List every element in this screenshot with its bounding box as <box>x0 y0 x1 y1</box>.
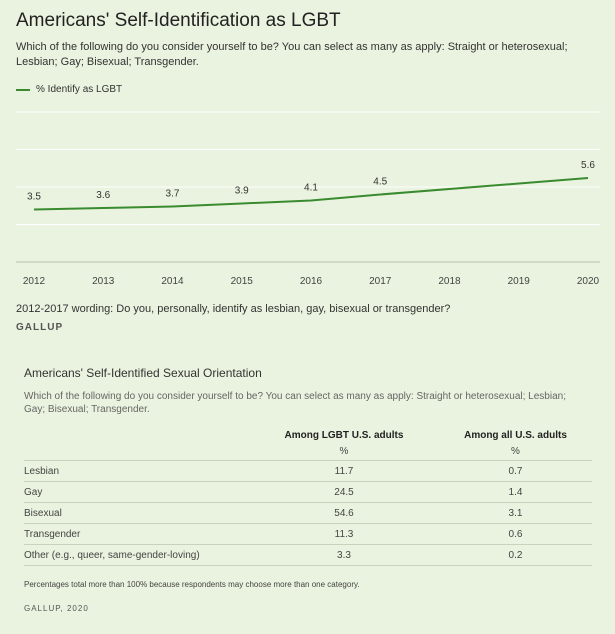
legend-label: % Identify as LGBT <box>36 84 123 95</box>
column-header-all: Among all U.S. adults <box>464 429 567 441</box>
data-label: 3.7 <box>166 189 180 200</box>
data-label: 3.5 <box>27 192 41 203</box>
x-tick-label: 2017 <box>369 276 392 287</box>
x-tick-label: 2019 <box>508 276 531 287</box>
unit-cell: % <box>439 442 592 461</box>
chart-subtitle: Which of the following do you consider y… <box>16 41 568 68</box>
x-tick-label: 2012 <box>23 276 46 287</box>
table-title: Americans' Self-Identified Sexual Orient… <box>24 366 262 380</box>
table-header-row: Among LGBT U.S. adults Among all U.S. ad… <box>24 428 592 442</box>
data-label: 4.5 <box>373 177 387 188</box>
row-all-value: 1.4 <box>439 481 592 503</box>
row-label: Bisexual <box>24 502 249 524</box>
row-label: Transgender <box>24 523 249 545</box>
table-row: Other (e.g., queer, same-gender-loving) … <box>24 544 592 566</box>
row-lgbt-value: 24.5 <box>249 481 439 503</box>
row-lgbt-value: 54.6 <box>249 502 439 524</box>
x-tick-label: 2016 <box>300 276 323 287</box>
unit-row: % % <box>24 442 592 461</box>
x-tick-label: 2015 <box>231 276 254 287</box>
row-lgbt-value: 3.3 <box>249 544 439 566</box>
row-lgbt-value: 11.7 <box>249 460 439 482</box>
chart-legend: % Identify as LGBT <box>16 84 122 95</box>
series-line <box>33 177 589 211</box>
row-all-value: 0.6 <box>439 523 592 545</box>
legend-swatch <box>16 88 30 91</box>
table-subtitle: Which of the following do you consider y… <box>24 391 566 415</box>
table-row: Bisexual 54.6 3.1 <box>24 502 592 524</box>
x-tick-label: 2020 <box>577 276 600 287</box>
x-tick-label: 2013 <box>92 276 115 287</box>
table-row: Gay 24.5 1.4 <box>24 481 592 503</box>
row-label: Gay <box>24 481 249 503</box>
unit-cell: % <box>249 442 439 461</box>
row-all-value: 3.1 <box>439 502 592 524</box>
data-label: 5.6 <box>581 160 595 171</box>
row-lgbt-value: 11.3 <box>249 523 439 545</box>
x-tick-label: 2014 <box>161 276 184 287</box>
row-all-value: 0.7 <box>439 460 592 482</box>
x-tick-label: 2018 <box>438 276 461 287</box>
column-header-lgbt: Among LGBT U.S. adults <box>284 429 404 441</box>
chart-title: Americans' Self-Identification as LGBT <box>16 10 341 31</box>
gallup-source: GALLUP, 2020 <box>24 604 89 613</box>
table-footnote: Percentages total more than 100% because… <box>24 580 360 589</box>
table-header-blank <box>24 428 249 442</box>
wording-note: 2012-2017 wording: Do you, personally, i… <box>16 303 451 315</box>
unit-blank <box>24 442 249 461</box>
data-label: 3.6 <box>96 190 110 201</box>
data-label: 4.1 <box>304 183 318 194</box>
row-label: Other (e.g., queer, same-gender-loving) <box>24 544 249 566</box>
table-row: Transgender 11.3 0.6 <box>24 523 592 545</box>
data-label: 3.9 <box>235 186 249 197</box>
gallup-logo: GALLUP <box>16 322 64 333</box>
orientation-table: Among LGBT U.S. adults Among all U.S. ad… <box>24 428 592 566</box>
table-row: Lesbian 11.7 0.7 <box>24 460 592 482</box>
row-all-value: 0.2 <box>439 544 592 566</box>
row-label: Lesbian <box>24 460 249 482</box>
line-chart: 2012 2013 2014 2015 2016 2017 2018 2019 2020 3.5 3… <box>16 111 600 287</box>
